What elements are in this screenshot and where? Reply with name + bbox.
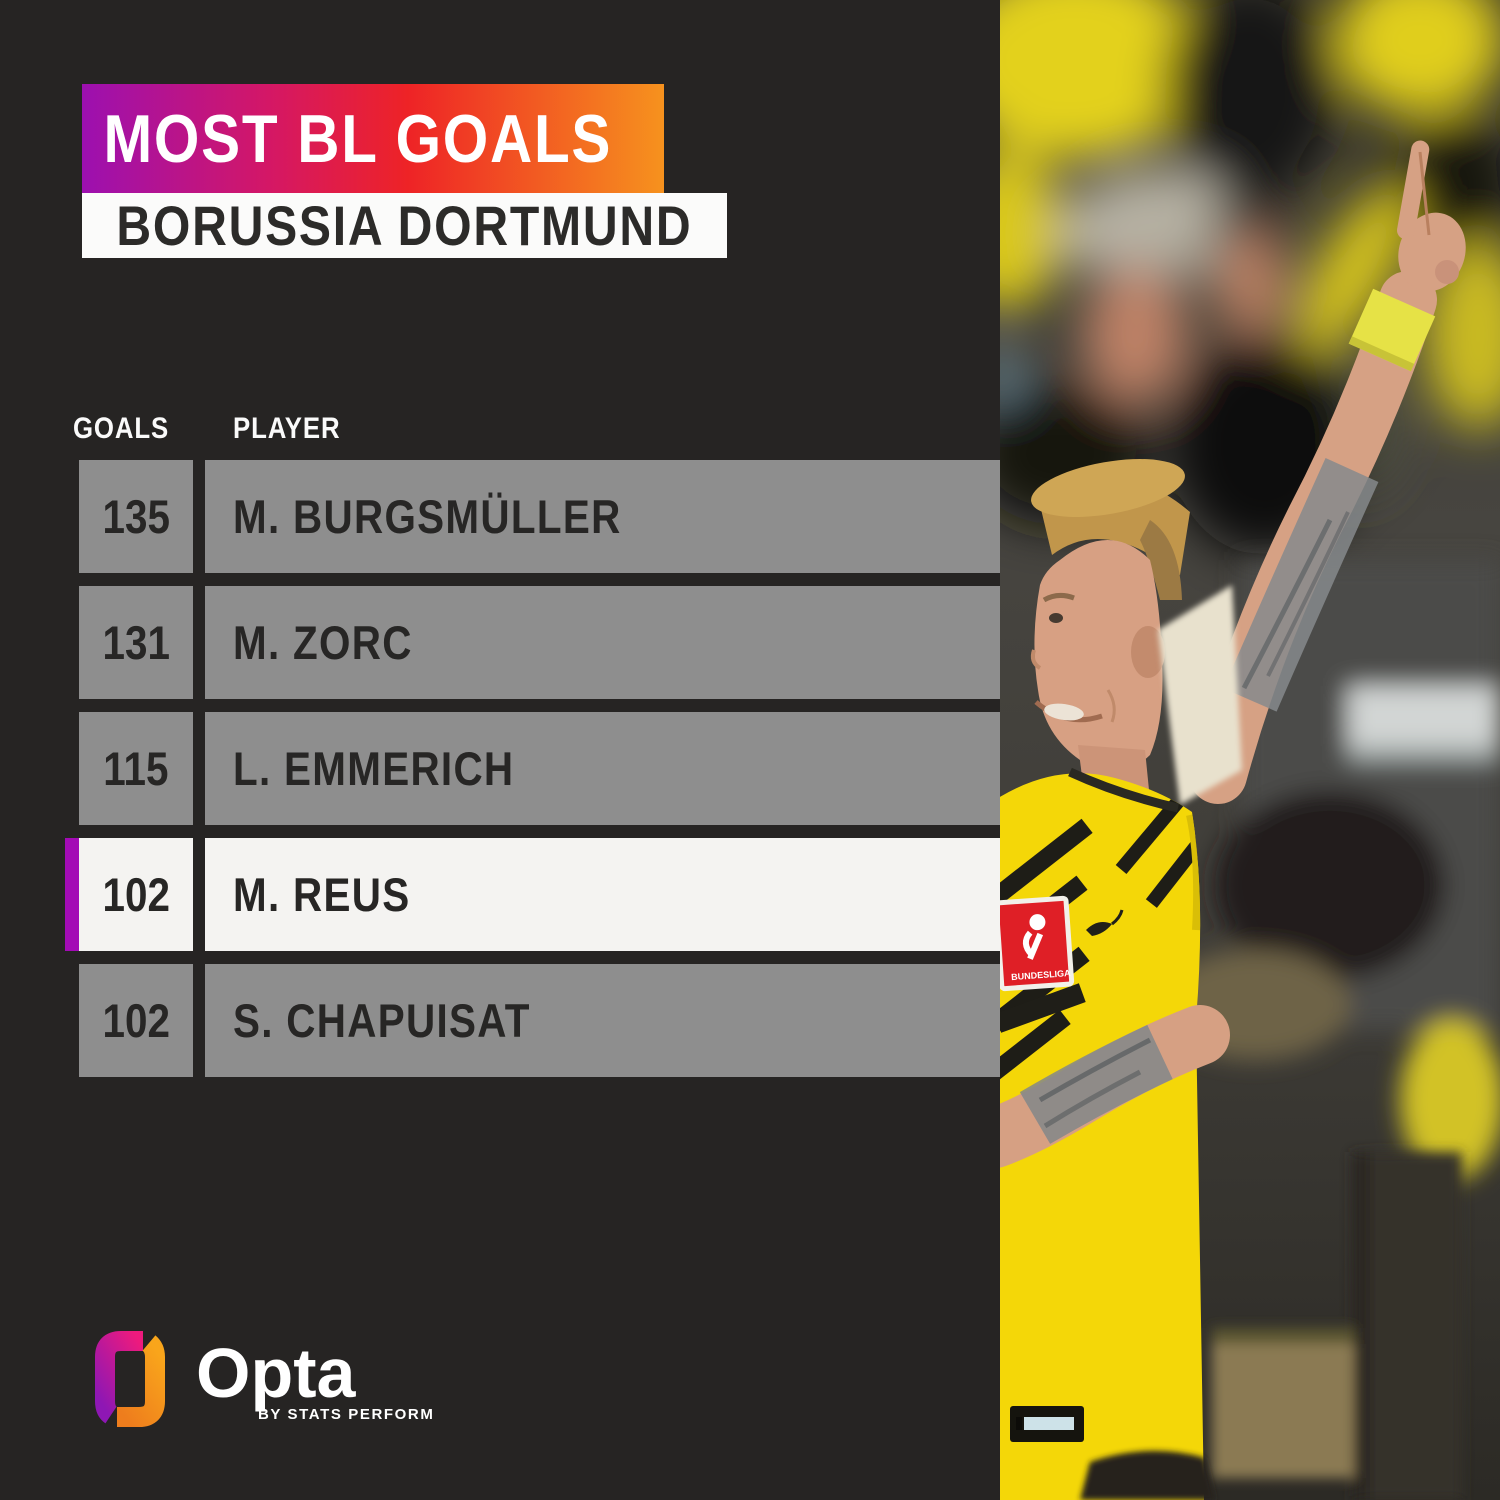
- player-cell: L. EMMERICH: [233, 742, 515, 795]
- goals-cell: 115: [103, 742, 169, 795]
- player-cell: M. BURGSMÜLLER: [233, 490, 622, 543]
- page-title: MOST BL GOALS: [103, 100, 613, 177]
- opta-tagline: BY STATS PERFORM: [258, 1406, 435, 1423]
- table-row: 102 M. REUS: [65, 838, 1000, 951]
- goals-cell: 102: [102, 868, 170, 921]
- table-row: 102 S. CHAPUISAT: [79, 964, 1000, 1077]
- goals-cell: 102: [102, 994, 170, 1047]
- player-cell: M. ZORC: [233, 616, 413, 669]
- title-banner: MOST BL GOALS: [82, 84, 664, 193]
- table-row: 135 M. BURGSMÜLLER: [79, 460, 1000, 573]
- goals-cell: 131: [102, 616, 170, 669]
- column-header-player: PLAYER: [233, 412, 341, 445]
- table-rows: 135 M. BURGSMÜLLER 131 M. ZORC 115 L. EM…: [65, 460, 1000, 1090]
- opta-logo-icon: [95, 1331, 165, 1427]
- highlight-accent-bar: [65, 838, 79, 951]
- player-cell: M. REUS: [233, 868, 411, 921]
- goals-cell: 135: [102, 490, 170, 543]
- player-photo: BUNDESLIGA: [1000, 0, 1500, 1500]
- table-row: 131 M. ZORC: [79, 586, 1000, 699]
- svg-text:BUNDESLIGA: BUNDESLIGA: [1011, 968, 1072, 982]
- table-row: 115 L. EMMERICH: [79, 712, 1000, 825]
- column-header-goals: GOALS: [73, 412, 170, 445]
- subtitle-banner: BORUSSIA DORTMUND: [82, 193, 727, 258]
- player-cell: S. CHAPUISAT: [233, 994, 531, 1047]
- opta-wordmark: Opta: [196, 1334, 356, 1412]
- player-photo-illustration: BUNDESLIGA: [1000, 0, 1500, 1500]
- page-subtitle: BORUSSIA DORTMUND: [116, 194, 693, 257]
